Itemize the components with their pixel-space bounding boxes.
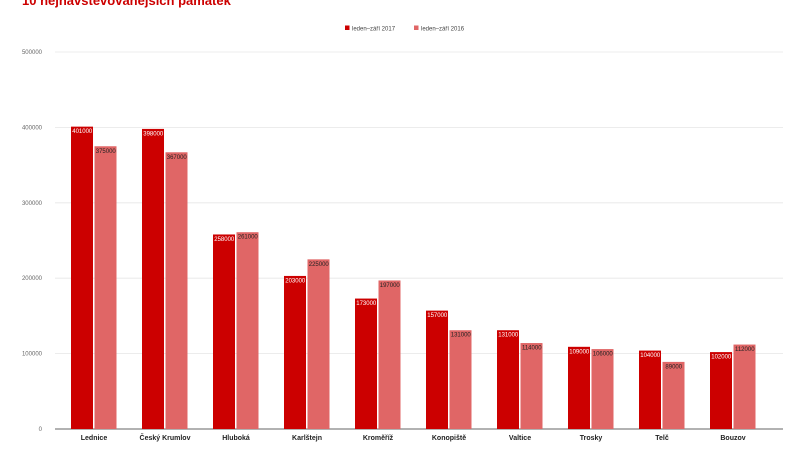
- y-tick-label: 500000: [22, 50, 43, 56]
- bar-series-2017: [426, 310, 448, 429]
- chart-title: 10 nejnavštěvovanějších památek: [22, 0, 231, 8]
- bar-series-2017: [142, 128, 164, 429]
- data-label: 203000: [285, 278, 306, 284]
- data-label: 89000: [665, 364, 682, 370]
- category-label: Kroměříž: [363, 435, 394, 442]
- data-label: 261000: [238, 235, 259, 241]
- bar-series-2016: [94, 146, 117, 429]
- y-tick-label: 300000: [22, 201, 43, 207]
- bars: [71, 126, 756, 430]
- category-label: Trosky: [580, 435, 603, 442]
- category-label: Karlštejn: [292, 435, 322, 442]
- data-label: 375000: [96, 149, 117, 155]
- category-label: Telč: [655, 435, 669, 442]
- data-label: 197000: [380, 283, 401, 289]
- bar-series-2016: [733, 344, 756, 429]
- bar-series-2017: [355, 298, 377, 429]
- bar-series-2016: [591, 349, 614, 429]
- bar-series-2016: [378, 280, 401, 429]
- legend-label[interactable]: leden–září 2016: [421, 27, 465, 33]
- bar-series-2017: [284, 275, 306, 429]
- bar-value-labels: 401000 375000 398000 367000 258000 261000 2030…: [72, 129, 755, 370]
- bar-series-2016: [449, 330, 472, 429]
- bar-series-2017: [568, 346, 590, 429]
- legend-swatch[interactable]: [345, 25, 350, 31]
- data-label: 114000: [522, 346, 542, 352]
- data-label: 258000: [214, 237, 235, 243]
- data-label: 131000: [451, 333, 472, 339]
- category-label: Valtice: [509, 435, 531, 442]
- y-axis-ticks: 0 100000 200000 300000 400000 500000: [22, 50, 43, 433]
- y-tick-label: 100000: [22, 352, 43, 358]
- category-label: Lednice: [81, 435, 108, 442]
- category-label: Český Krumlov: [140, 433, 191, 442]
- bar-series-2017: [213, 234, 235, 429]
- bar-series-2017: [71, 126, 93, 429]
- data-label: 367000: [167, 155, 188, 161]
- data-label: 112000: [735, 347, 755, 353]
- y-tick-label: 0: [39, 427, 43, 433]
- data-label: 401000: [72, 129, 93, 135]
- data-label: 225000: [309, 262, 330, 268]
- data-label: 106000: [593, 352, 614, 358]
- data-label: 398000: [143, 131, 164, 137]
- bar-series-2017: [710, 352, 732, 429]
- y-tick-label: 400000: [22, 125, 43, 131]
- legend-label[interactable]: leden–září 2017: [352, 27, 396, 33]
- category-label: Hluboká: [222, 435, 250, 442]
- bar-series-2016: [662, 361, 685, 429]
- category-label: Bouzov: [720, 435, 745, 442]
- bar-series-2016: [236, 232, 259, 429]
- data-label: 104000: [640, 353, 661, 359]
- category-label: Konopiště: [432, 435, 466, 442]
- data-label: 131000: [498, 333, 519, 339]
- data-label: 109000: [569, 349, 590, 355]
- bar-series-2016: [307, 259, 330, 429]
- legend-swatch[interactable]: [414, 25, 419, 31]
- data-label: 173000: [356, 301, 377, 307]
- bar-series-2016: [165, 152, 188, 430]
- data-label: 102000: [711, 355, 732, 361]
- bar-series-2017: [639, 350, 661, 429]
- y-tick-label: 200000: [22, 276, 43, 282]
- data-label: 157000: [427, 313, 448, 319]
- legend[interactable]: leden–září 2017 leden–září 2016: [345, 25, 465, 33]
- x-axis-categories: Lednice Český Krumlov Hluboká Karlštejn Krom…: [81, 433, 746, 442]
- bar-series-2016: [520, 343, 543, 429]
- bar-series-2017: [497, 330, 519, 429]
